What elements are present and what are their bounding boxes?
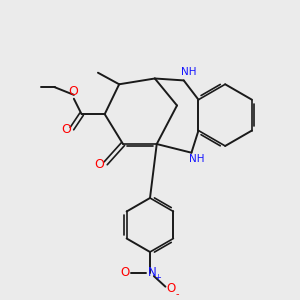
Text: O: O [68,85,78,98]
Text: NH: NH [181,67,196,77]
Text: O: O [167,282,176,295]
Text: NH: NH [188,154,204,164]
Text: -: - [175,290,179,299]
Text: O: O [120,266,130,279]
Text: +: + [154,272,161,281]
Text: O: O [94,158,104,171]
Text: N: N [148,266,156,279]
Text: O: O [61,123,71,136]
